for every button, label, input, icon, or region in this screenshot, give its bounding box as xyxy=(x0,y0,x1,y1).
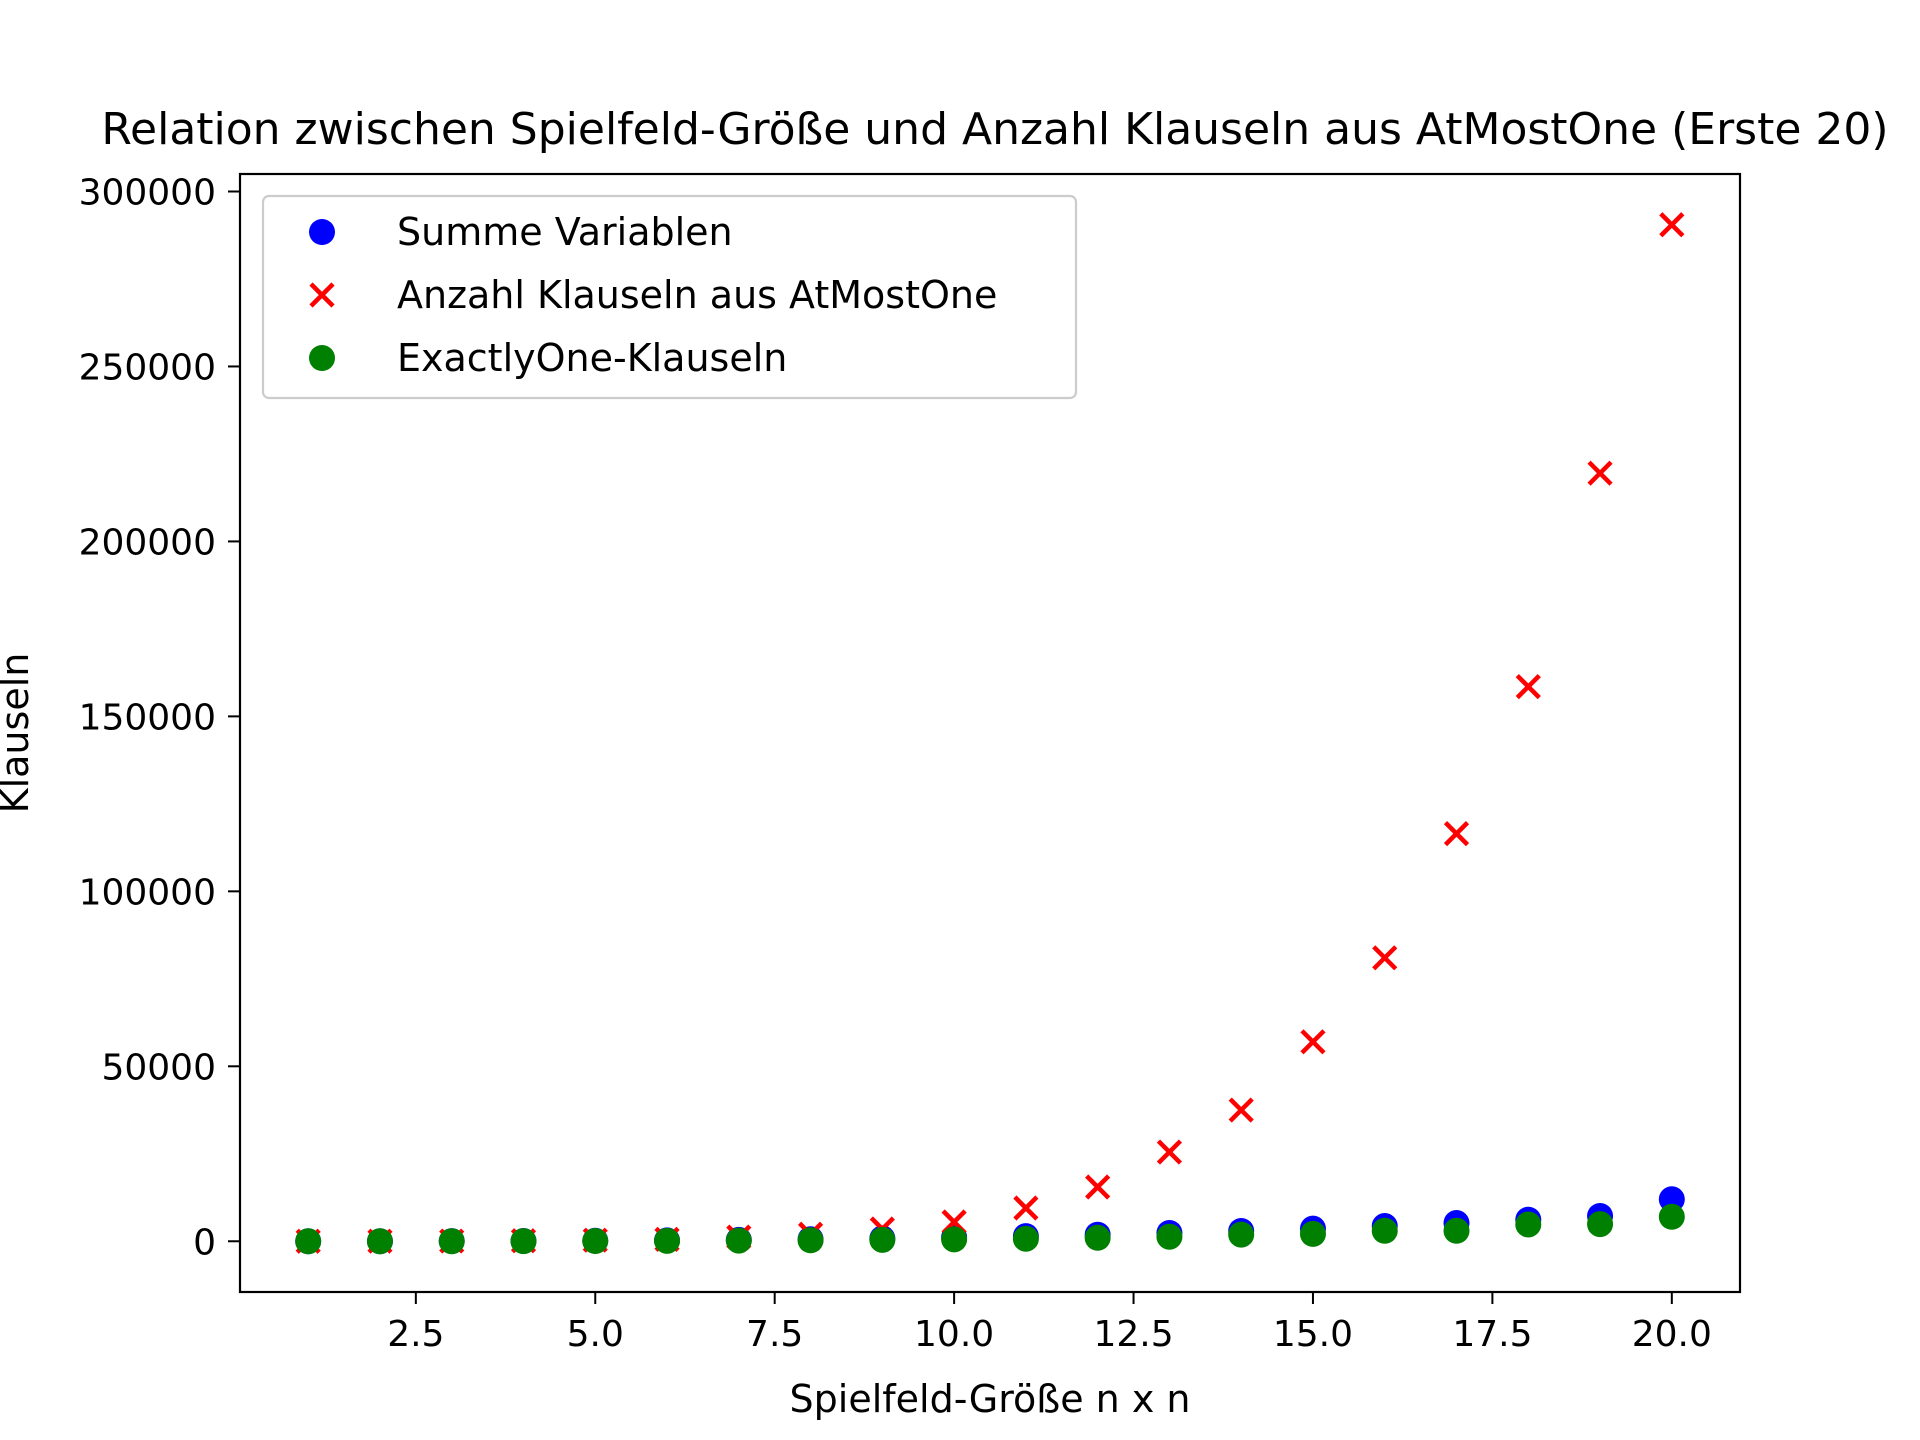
data-point xyxy=(1515,674,1541,700)
data-point xyxy=(725,1227,752,1254)
data-point xyxy=(654,1227,681,1254)
series-3 xyxy=(295,1203,1685,1255)
x-tick-label: 20.0 xyxy=(1632,1314,1712,1355)
data-point xyxy=(1156,1139,1183,1165)
x-tick-label: 7.5 xyxy=(746,1314,803,1355)
x-tick-label: 12.5 xyxy=(1093,1314,1173,1355)
legend-marker xyxy=(309,282,335,308)
data-point xyxy=(1658,1203,1685,1230)
legend-label: Anzahl Klauseln aus AtMostOne xyxy=(397,273,997,317)
data-point xyxy=(1659,212,1685,238)
data-point xyxy=(941,1226,968,1253)
data-point xyxy=(1443,821,1470,847)
data-point xyxy=(1587,1211,1614,1238)
data-point xyxy=(1443,1217,1470,1244)
data-point xyxy=(1372,945,1398,971)
data-point xyxy=(1515,1211,1542,1238)
data-point xyxy=(1012,1225,1039,1252)
data-point xyxy=(1587,460,1613,486)
x-tick-label: 2.5 xyxy=(387,1314,444,1355)
data-point xyxy=(1300,1029,1326,1055)
x-tick-label: 10.0 xyxy=(914,1314,994,1355)
legend-label: Summe Variablen xyxy=(397,210,733,254)
x-axis: 2.5 5.0 7.5 10.0 12.5 15.0 17.5 20.0 xyxy=(387,1292,1712,1355)
x-axis-label: Spielfeld-Größe n x n xyxy=(790,1377,1191,1421)
data-point xyxy=(1085,1174,1111,1200)
data-point xyxy=(438,1228,465,1255)
data-point xyxy=(1299,1220,1326,1247)
data-point xyxy=(1084,1224,1111,1251)
x-tick-label: 17.5 xyxy=(1452,1314,1532,1355)
data-markers xyxy=(295,212,1685,1255)
axes-frame xyxy=(238,172,1742,1294)
x-tick-label: 15.0 xyxy=(1273,1314,1353,1355)
y-tick-label: 200000 xyxy=(79,522,216,563)
legend-label: ExactlyOne-Klauseln xyxy=(397,336,787,380)
x-tick-label: 5.0 xyxy=(567,1314,624,1355)
chart-title: Relation zwischen Spielfeld-Größe und An… xyxy=(101,104,1888,155)
data-point xyxy=(582,1227,609,1254)
y-axis: 0 50000 100000 150000 200000 250000 300000 xyxy=(79,172,240,1263)
data-point xyxy=(797,1227,824,1254)
y-tick-label: 300000 xyxy=(79,172,216,213)
y-tick-label: 0 xyxy=(193,1222,216,1263)
legend: Summe Variablen Anzahl Klauseln aus AtMos… xyxy=(261,194,1078,400)
data-point xyxy=(1371,1217,1398,1244)
data-point xyxy=(510,1228,537,1255)
y-tick-label: 50000 xyxy=(101,1047,216,1088)
data-point xyxy=(1228,1221,1255,1248)
data-point xyxy=(1228,1097,1254,1123)
legend-marker xyxy=(309,219,335,245)
data-point xyxy=(295,1228,322,1255)
y-tick-label: 100000 xyxy=(79,872,216,913)
legend-marker xyxy=(309,345,335,371)
data-point xyxy=(1156,1223,1183,1250)
data-point xyxy=(366,1228,393,1255)
data-point xyxy=(869,1226,896,1253)
y-tick-label: 250000 xyxy=(79,347,216,388)
y-axis-label: Klauseln xyxy=(0,653,37,814)
y-tick-label: 150000 xyxy=(79,697,216,738)
data-point xyxy=(1013,1195,1039,1221)
legend-box xyxy=(261,194,1078,400)
